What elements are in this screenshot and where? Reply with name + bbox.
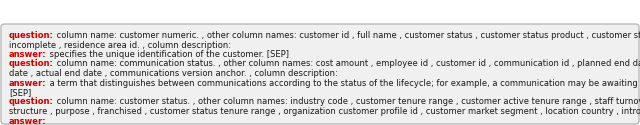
Text: a term that distinguishes between communications according to the status of the : a term that distinguishes between commun… [47,78,640,88]
Text: column name: customer numeric. , other column names: customer id , full name , c: column name: customer numeric. , other c… [54,31,640,40]
Text: answer:: answer: [9,78,47,88]
Text: answer:: answer: [9,116,47,125]
Text: incomplete , residence area id. , column description:: incomplete , residence area id. , column… [9,40,231,50]
Text: question:: question: [9,98,54,106]
Text: answer:: answer: [9,50,47,59]
Text: question:: question: [9,60,54,68]
Text: [SEP]: [SEP] [9,88,31,97]
Text: column name: communication status. , other column names: cost amount , employee : column name: communication status. , oth… [54,60,640,68]
Text: date , actual end date , communications version anchor. , column description:: date , actual end date , communications … [9,69,338,78]
Text: column name: customer status. , other column names: industry code , customer ten: column name: customer status. , other co… [54,98,640,106]
Text: structure , purpose , franchised , customer status tenure range , organization c: structure , purpose , franchised , custo… [9,107,640,116]
Text: specifies the unique identification of the customer. [SEP]: specifies the unique identification of t… [47,50,289,59]
FancyBboxPatch shape [1,24,639,124]
Text: question:: question: [9,31,54,40]
